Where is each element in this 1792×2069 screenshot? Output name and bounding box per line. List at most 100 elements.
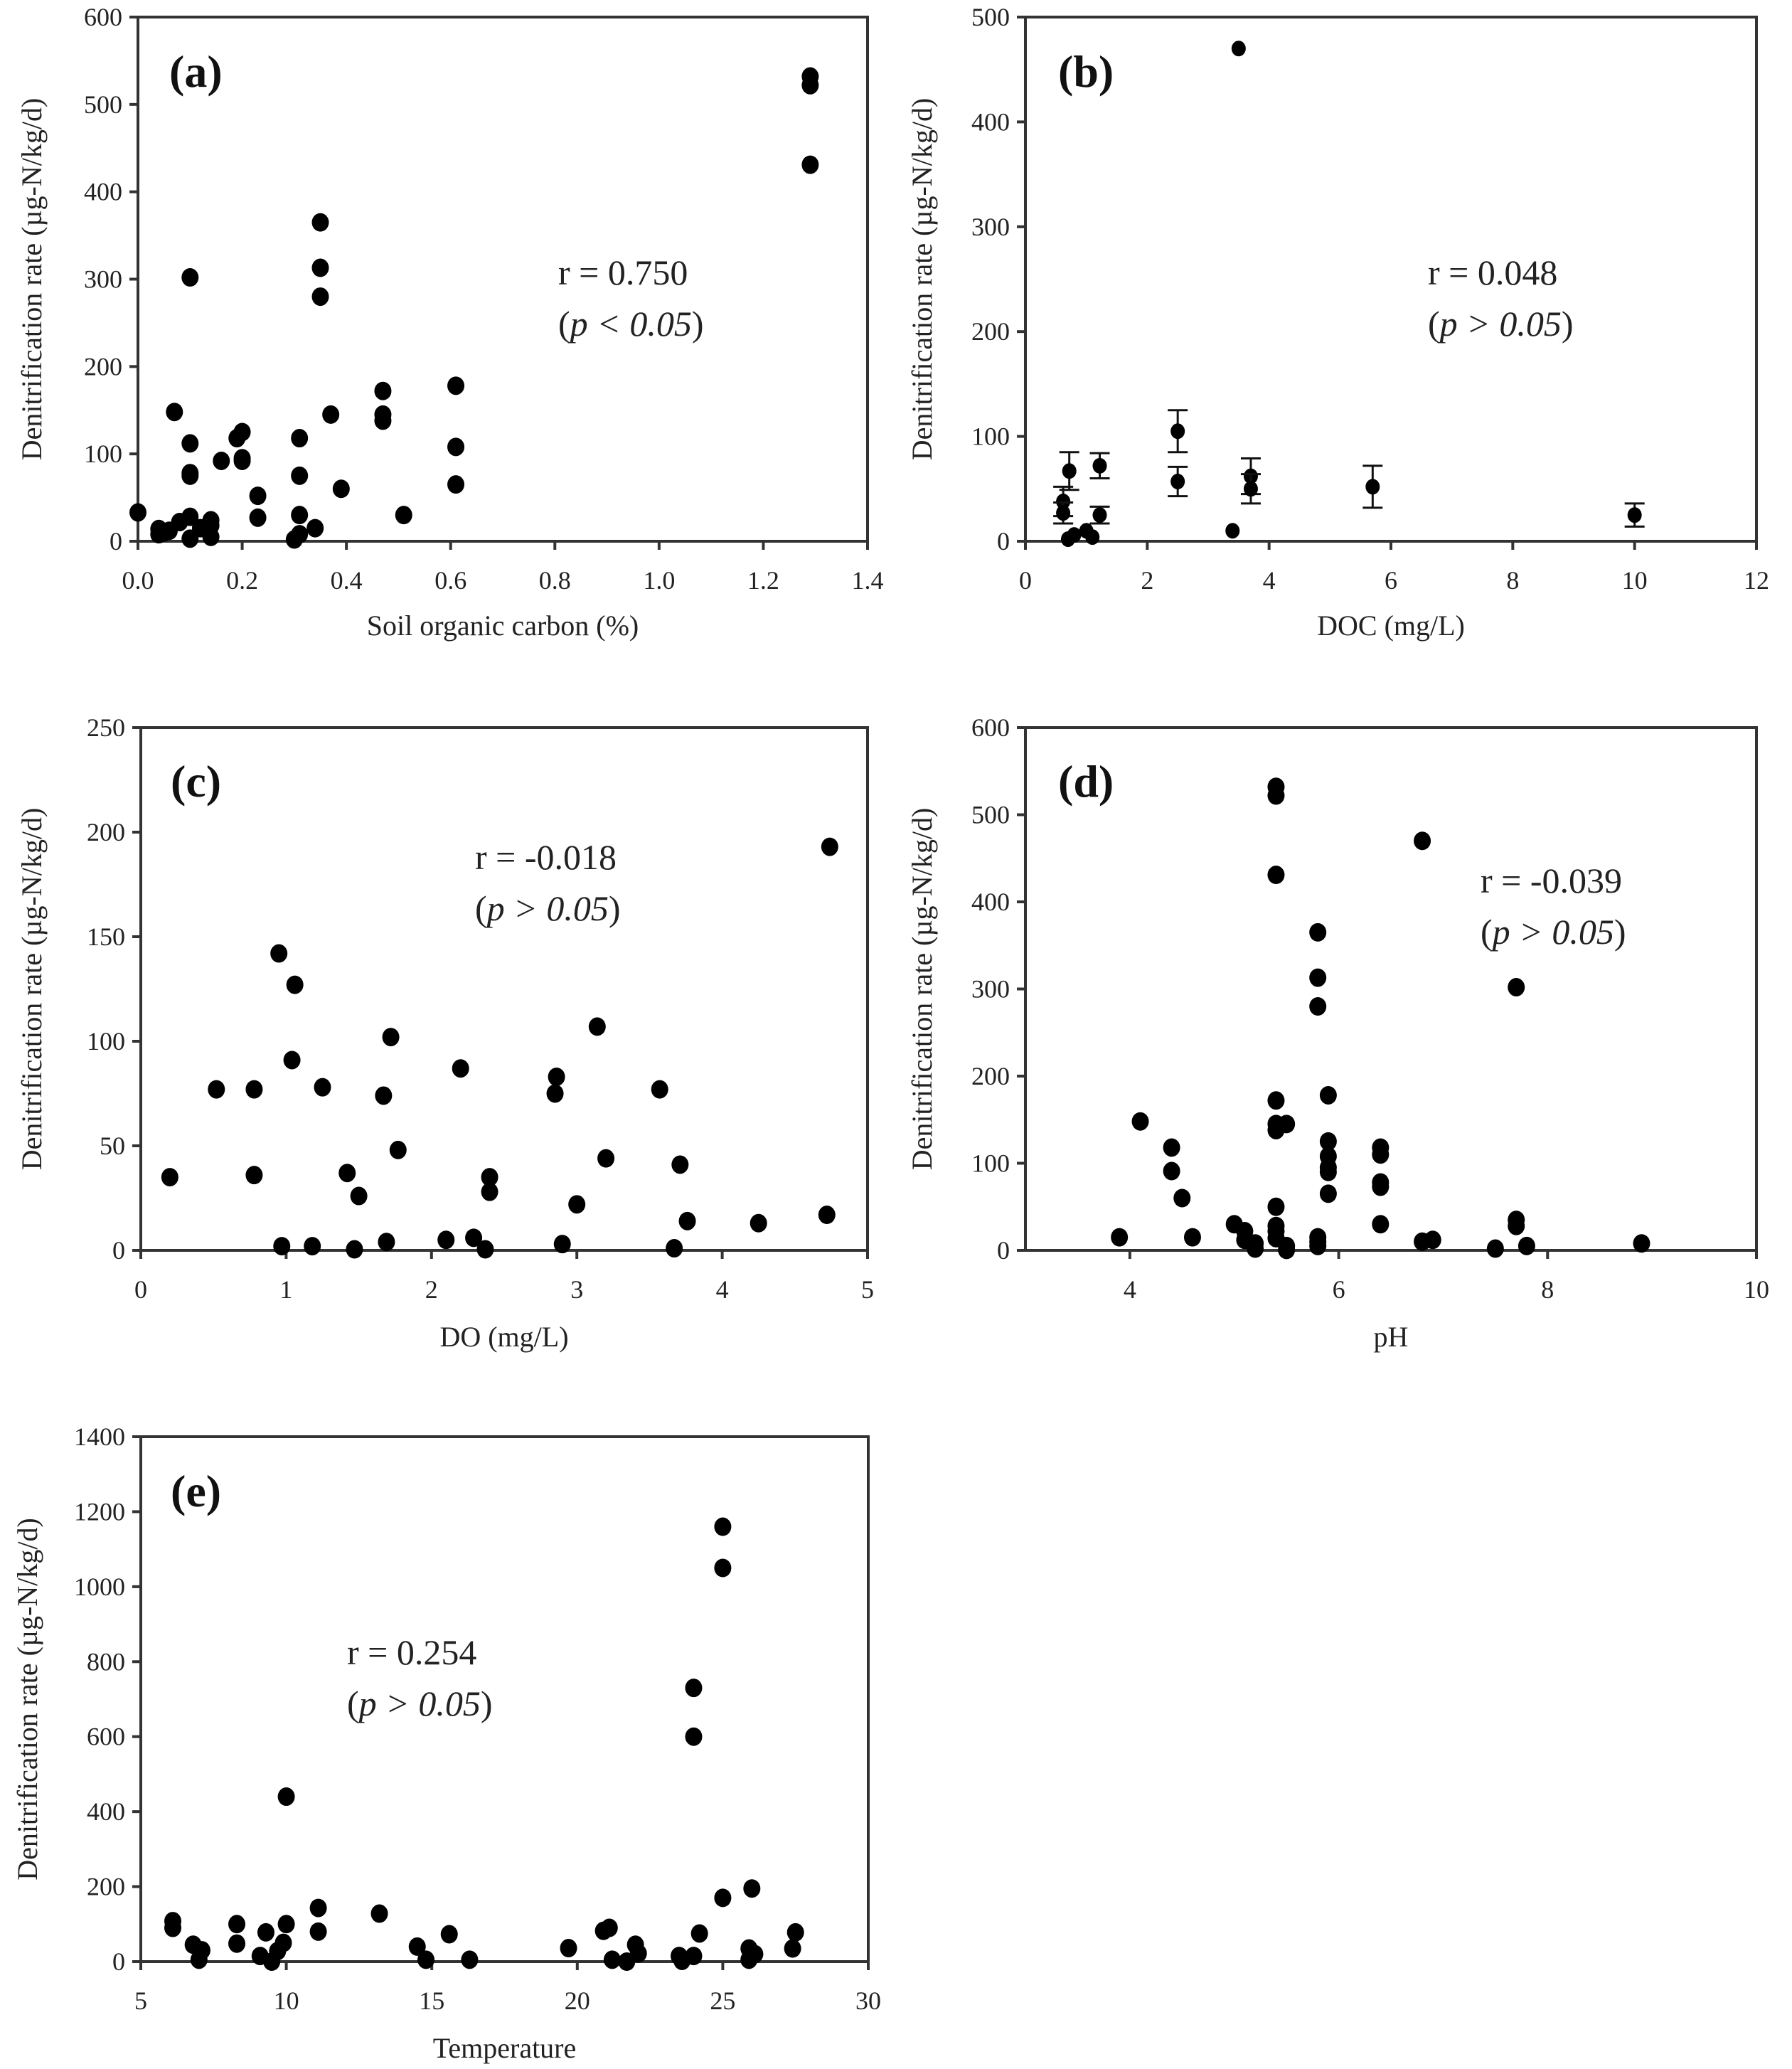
scatter-point: [277, 1787, 295, 1807]
scatter-point: [233, 451, 251, 470]
y-axis-title: Denitrification rate (µg-N/kg/d): [906, 98, 938, 461]
scatter-point: [322, 405, 340, 424]
x-tick-label: 6: [1333, 1275, 1345, 1304]
panel-c: 0 50 100 150 200 250 0 1 2 3 4 5 DO (mg/L) Denitrific…: [16, 713, 874, 1353]
p-close-paren: ): [481, 1684, 493, 1723]
scatter-point: [375, 1086, 393, 1105]
scatter-point: [181, 434, 199, 453]
scatter-point: [286, 975, 304, 994]
x-tick-label: 20: [565, 1986, 590, 2015]
scatter-point: [629, 1944, 647, 1963]
scatter-point: [1319, 1184, 1337, 1203]
y-tick-label: 500: [971, 3, 1010, 31]
y-tick-label: 100: [87, 1027, 125, 1055]
x-tick-label: 5: [861, 1275, 874, 1304]
scatter-point: [1372, 1177, 1390, 1196]
scatter-point: [277, 1915, 295, 1934]
x-tick-label: 8: [1541, 1275, 1554, 1304]
scatter-point: [1508, 1216, 1525, 1235]
p-value: (p > 0.05): [1481, 912, 1626, 952]
scatter-point: [270, 944, 288, 963]
scatter-point: [685, 1679, 703, 1698]
y-tick-label: 0: [110, 527, 122, 555]
p-threshold: > 0.05: [505, 888, 609, 928]
scatter-point: [291, 429, 309, 448]
panel-label: (b): [1058, 46, 1114, 97]
scatter-point: [447, 376, 465, 395]
p-close-paren: ): [1614, 912, 1626, 952]
scatter-point: [1365, 479, 1380, 495]
scatter-point: [476, 1240, 494, 1259]
scatter-point: [1092, 457, 1107, 474]
scatter-point: [181, 268, 199, 287]
scatter-point: [1056, 505, 1071, 521]
y-tick-label: 600: [87, 1723, 125, 1751]
scatter-point: [1131, 1112, 1149, 1131]
y-tick-label: 0: [112, 1947, 125, 1976]
y-axis-title: Denitrification rate (µg-N/kg/d): [11, 1518, 43, 1881]
scatter-point: [1267, 866, 1285, 885]
x-tick-label: 1.4: [852, 566, 884, 595]
panel-label: (a): [169, 46, 223, 97]
scatter-point: [314, 1078, 331, 1097]
scatter-point: [1243, 481, 1258, 497]
scatter-point: [1633, 1234, 1650, 1253]
scatter-point: [743, 1879, 761, 1898]
scatter-point: [1092, 507, 1107, 523]
x-tick-label: 15: [419, 1986, 444, 2015]
scatter-point: [685, 1727, 703, 1746]
p-value: (p > 0.05): [1428, 304, 1574, 344]
x-tick-label: 12: [1744, 566, 1769, 595]
scatter-point: [784, 1939, 801, 1958]
scatter-point: [309, 1922, 327, 1941]
y-axis-title: Denitrification rate (µg-N/kg/d): [16, 808, 48, 1171]
x-tick-label: 0.4: [331, 566, 363, 595]
y-tick-label: 150: [87, 922, 125, 951]
scatter-point: [228, 1934, 246, 1953]
scatter-point: [597, 1149, 615, 1168]
y-tick-label: 200: [84, 352, 122, 381]
scatter-point: [1267, 786, 1285, 805]
scatter-point: [447, 437, 465, 457]
scatter-point: [746, 1945, 764, 1964]
scatter-point: [600, 1918, 618, 1937]
y-axis-title: Denitrification rate (µg-N/kg/d): [16, 98, 48, 461]
y-tick-label: 1000: [74, 1573, 125, 1601]
scatter-point: [389, 1140, 407, 1159]
scatter-point: [273, 1237, 291, 1256]
x-tick-label: 0: [134, 1275, 147, 1304]
scatter-point: [378, 1233, 395, 1252]
y-tick-label: 250: [87, 713, 125, 742]
x-tick-label: 1.0: [643, 566, 675, 595]
x-axis-title: DOC (mg/L): [1317, 610, 1465, 642]
scatter-point: [374, 381, 392, 400]
scatter-point: [1170, 423, 1185, 440]
p-open-paren: (: [475, 888, 487, 928]
scatter-point: [208, 1080, 225, 1099]
y-tick-label: 50: [100, 1132, 125, 1160]
scatter-point: [370, 1904, 388, 1923]
p-value: (p > 0.05): [475, 888, 621, 928]
scatter-point: [338, 1164, 356, 1183]
x-tick-label: 1: [279, 1275, 292, 1304]
y-tick-label: 0: [112, 1236, 125, 1265]
scatter-point: [1319, 1132, 1337, 1151]
p-threshold: > 0.05: [1458, 304, 1562, 344]
x-axis-title: DO (mg/L): [439, 1321, 568, 1353]
y-tick-label: 200: [971, 1062, 1010, 1090]
data-points: [164, 1517, 804, 1971]
y-tick-label: 300: [84, 265, 122, 294]
scatter-point: [690, 1924, 708, 1943]
y-axis-title: Denitrification rate (µg-N/kg/d): [906, 808, 938, 1171]
scatter-point: [228, 1915, 246, 1934]
scatter-point: [1247, 1239, 1264, 1258]
y-tick-label: 0: [997, 1236, 1010, 1265]
scatter-point: [245, 1080, 263, 1099]
scatter-point: [1267, 1091, 1285, 1110]
x-tick-label: 0.2: [226, 566, 258, 595]
scatter-point: [750, 1213, 767, 1233]
correlation-coefficient: r = 0.750: [558, 252, 688, 292]
scatter-point: [447, 475, 465, 494]
plot-frame: [139, 1435, 870, 1963]
